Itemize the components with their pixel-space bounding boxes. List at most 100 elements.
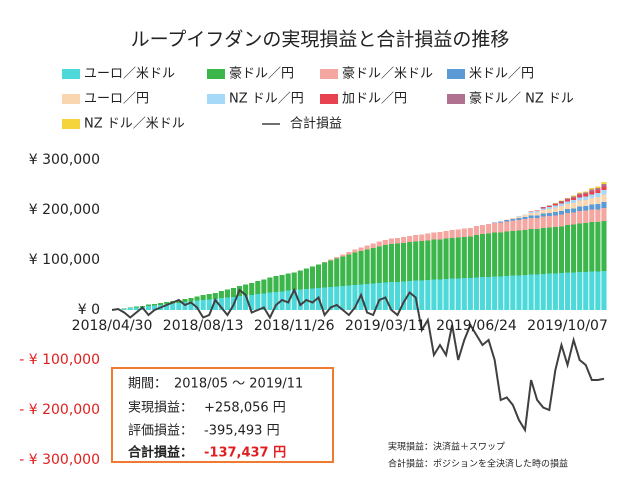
bar	[437, 279, 443, 310]
bar	[595, 204, 601, 210]
bar	[595, 209, 601, 222]
bar	[158, 303, 164, 305]
bar	[583, 192, 589, 194]
bar	[449, 230, 455, 238]
bar	[595, 222, 601, 272]
bar	[540, 210, 546, 214]
bar	[492, 222, 498, 223]
legend-label: 加ドル／円	[342, 92, 407, 107]
bar	[376, 241, 382, 247]
bar	[437, 232, 443, 240]
bar	[516, 216, 522, 218]
bar	[510, 220, 516, 231]
bar	[291, 290, 297, 310]
bar	[394, 282, 401, 310]
summary-value: 2018/05 ～ 2019/11	[174, 377, 303, 392]
bar	[188, 298, 194, 302]
legend-label: 豪ドル／米ドル	[342, 66, 433, 82]
bar	[473, 235, 479, 278]
bar	[340, 254, 346, 257]
bar	[461, 278, 467, 310]
y-tick-label: ¥ 300,000	[29, 152, 100, 168]
bar	[522, 215, 528, 217]
bar	[583, 191, 589, 193]
bar	[510, 219, 516, 221]
bar	[431, 232, 437, 240]
bar	[243, 295, 249, 310]
bar	[516, 220, 522, 231]
bar	[510, 231, 516, 276]
bar	[431, 279, 437, 310]
bar	[127, 307, 133, 308]
legend-label: ユーロ／米ドル	[84, 67, 175, 82]
y-tick-label: - ¥ 100,000	[19, 352, 100, 368]
bar	[400, 243, 407, 282]
bar	[407, 281, 413, 310]
bar	[249, 283, 255, 295]
bar	[218, 291, 224, 298]
bar	[261, 293, 267, 310]
bar	[322, 287, 328, 310]
bar	[516, 216, 522, 217]
bar	[413, 280, 419, 310]
bar	[370, 283, 376, 310]
bar	[534, 215, 540, 218]
bar	[601, 221, 607, 271]
bar	[224, 289, 230, 298]
bar	[370, 248, 376, 284]
bar	[601, 271, 607, 310]
bar	[370, 243, 376, 248]
bar	[534, 212, 540, 216]
bar	[352, 249, 358, 253]
y-tick-label: ¥ 0	[78, 302, 100, 318]
bar	[431, 239, 437, 280]
bar	[297, 270, 303, 290]
bar	[504, 221, 510, 232]
bar	[261, 279, 267, 294]
bar	[498, 232, 504, 277]
bar	[583, 272, 589, 310]
bar	[364, 284, 370, 310]
bar	[151, 305, 158, 310]
bar	[486, 277, 492, 310]
bar	[133, 306, 139, 308]
bar	[583, 196, 589, 200]
x-tick-label: 2018/04/30	[72, 318, 153, 334]
bar	[589, 194, 595, 198]
bar	[388, 244, 394, 282]
summary-label: 合計損益：	[128, 445, 193, 461]
bar	[315, 264, 322, 288]
bar	[552, 215, 558, 227]
bar	[400, 281, 407, 310]
x-tick-label: 2019/10/07	[527, 318, 608, 334]
bar	[564, 199, 571, 202]
legend-swatch	[207, 69, 225, 79]
bar	[589, 271, 595, 310]
bar	[571, 208, 577, 213]
bar	[528, 211, 534, 212]
bar	[528, 215, 534, 218]
bar	[443, 279, 449, 310]
bar	[212, 299, 218, 310]
bar	[479, 277, 486, 310]
bar	[577, 193, 583, 195]
bar	[528, 212, 534, 213]
bar	[382, 240, 388, 245]
bar	[595, 193, 601, 197]
bar	[194, 300, 200, 310]
bar	[510, 275, 516, 310]
bar	[473, 277, 479, 310]
bar	[546, 213, 552, 216]
bar	[583, 223, 589, 272]
bar	[419, 280, 425, 310]
summary-value: -395,493 円	[204, 424, 280, 439]
bar	[170, 303, 176, 310]
bar	[558, 211, 565, 215]
bar	[571, 272, 577, 310]
bar	[601, 202, 607, 208]
bar	[546, 207, 552, 209]
bar	[546, 227, 552, 274]
bar	[540, 228, 546, 274]
bar	[388, 282, 394, 310]
bar	[437, 239, 443, 280]
